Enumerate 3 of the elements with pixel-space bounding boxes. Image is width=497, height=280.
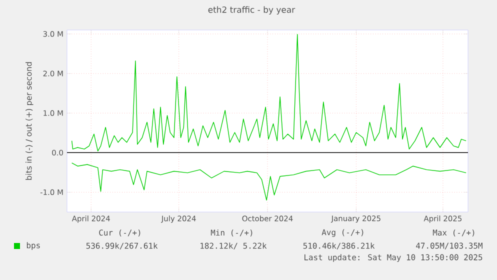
chart-title: eth2 traffic - by year: [208, 6, 296, 15]
line-series: [71, 34, 466, 152]
line-series: [71, 162, 466, 200]
